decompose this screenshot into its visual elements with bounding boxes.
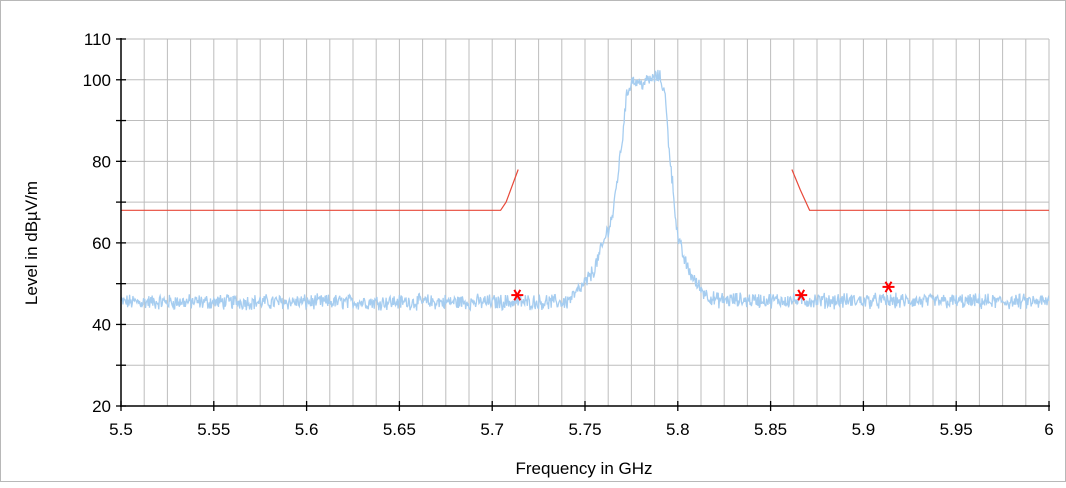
marker-stroke bbox=[884, 281, 893, 293]
x-tick-label: 5.65 bbox=[383, 420, 416, 439]
limit-line bbox=[121, 169, 1049, 211]
grid bbox=[120, 38, 1050, 407]
x-tick-label: 5.5 bbox=[109, 420, 133, 439]
x-tick-label: 5.75 bbox=[568, 420, 601, 439]
marker-stroke bbox=[513, 289, 522, 301]
peak-marker bbox=[795, 289, 808, 301]
x-tick-label: 5.85 bbox=[754, 420, 787, 439]
limit-segment bbox=[791, 169, 1049, 211]
y-tick-label: 60 bbox=[92, 234, 111, 253]
axes bbox=[116, 38, 1050, 411]
x-tick-label: 5.6 bbox=[295, 420, 319, 439]
peak-markers bbox=[511, 281, 895, 301]
peak-marker bbox=[882, 281, 895, 293]
x-axis-label: Frequency in GHz bbox=[516, 459, 653, 478]
x-tick-label: 5.8 bbox=[666, 420, 690, 439]
trace-path bbox=[120, 69, 1050, 312]
measured-trace bbox=[120, 69, 1050, 312]
x-tick-label: 5.9 bbox=[852, 420, 876, 439]
x-tick-label: 5.95 bbox=[940, 420, 973, 439]
x-tick-label: 6 bbox=[1044, 420, 1053, 439]
limit-segment bbox=[121, 169, 519, 211]
y-tick-label: 40 bbox=[92, 315, 111, 334]
y-axis-label: Level in dBµV/m bbox=[22, 181, 41, 305]
tick-labels: 5.5 5.55 5.6 5.65 5.7 5.75 5.8 5.85 5.9 5.95 6 20 40… bbox=[83, 30, 1054, 439]
y-tick-label: 80 bbox=[92, 152, 111, 171]
x-tick-label: 5.55 bbox=[197, 420, 230, 439]
x-tick-label: 5.7 bbox=[480, 420, 504, 439]
peak-marker bbox=[511, 289, 524, 301]
y-tick-label: 20 bbox=[92, 397, 111, 416]
marker-stroke bbox=[797, 289, 806, 301]
y-tick-label: 100 bbox=[83, 71, 111, 90]
y-tick-label: 110 bbox=[84, 30, 111, 49]
